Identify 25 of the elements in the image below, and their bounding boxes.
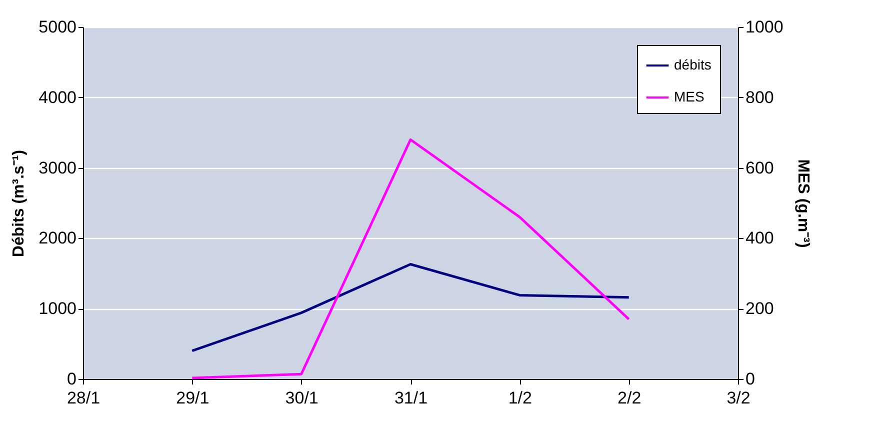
x-tick-label: 30/1 [285, 388, 318, 408]
x-tick-label: 28/1 [66, 388, 100, 408]
y2-tick-label: 0 [746, 370, 755, 388]
y2-tick-label: 800 [746, 88, 774, 107]
y-tick-label: 5000 [38, 18, 76, 36]
y2-tick-label: 400 [746, 228, 774, 248]
x-tick-label: 31/1 [394, 388, 428, 408]
line-series [190, 138, 630, 380]
y2-tick-label: 200 [746, 299, 774, 318]
legend-label: débits [674, 56, 712, 72]
y2-tick-label: 1000 [746, 18, 784, 36]
y-tick-label: 1000 [38, 299, 76, 318]
x-tick-label: 3/2 [726, 388, 750, 408]
y2-tick-label: 600 [746, 158, 774, 178]
y2-axis-title: MES (g.m⁻³) [794, 159, 812, 248]
y-tick-label: 0 [67, 370, 76, 388]
legend-label: MES [674, 88, 704, 104]
x-tick-label: 1/2 [508, 388, 532, 408]
x-tick-label: 2/2 [618, 388, 642, 408]
y-tick-label: 4000 [38, 88, 76, 107]
y-tick-label: 2000 [38, 228, 76, 248]
x-tick-label: 29/1 [176, 388, 210, 408]
line-series [190, 263, 630, 352]
y-tick-label: 3000 [38, 158, 76, 178]
y-axis-title: Débits (m³.s⁻¹) [10, 150, 28, 258]
